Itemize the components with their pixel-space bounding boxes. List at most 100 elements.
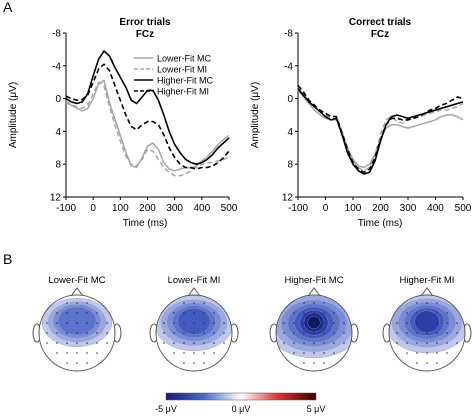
electrode-dot xyxy=(76,362,78,364)
head-nose xyxy=(70,287,84,297)
electrode-dot xyxy=(426,332,428,334)
electrode-dot xyxy=(66,322,68,324)
electrode-dot xyxy=(193,352,195,354)
electrode-dot xyxy=(436,322,438,324)
y-tick-label: 12 xyxy=(50,193,62,204)
electrode-dot xyxy=(106,332,108,334)
y-tick-label: 4 xyxy=(287,127,293,138)
electrode-dot xyxy=(223,342,225,344)
electrode-dot xyxy=(416,312,418,314)
electrode-dot xyxy=(313,362,315,364)
electrode-dot xyxy=(416,362,418,364)
electrode-dot xyxy=(183,312,185,314)
electrode-dot xyxy=(193,362,195,364)
topomap-title: Lower-Fit MI xyxy=(168,275,221,286)
electrode-dot xyxy=(343,332,345,334)
electrode-dot xyxy=(303,342,305,344)
electrode-dot xyxy=(293,332,295,334)
x-axis-label: Time (ms) xyxy=(358,218,403,229)
electrode-dot xyxy=(213,312,215,314)
electrode-dot xyxy=(416,322,418,324)
electrode-dot xyxy=(66,362,68,364)
legend-label: Lower-Fit MC xyxy=(157,54,212,64)
electrode-dot xyxy=(76,352,78,354)
electrode-dot xyxy=(323,342,325,344)
electrode-dot xyxy=(303,332,305,334)
x-tick-label: -100 xyxy=(56,203,76,214)
electrode-dot xyxy=(436,342,438,344)
x-tick-label: -100 xyxy=(288,203,308,214)
electrode-dot xyxy=(426,322,428,324)
electrode-dot xyxy=(416,342,418,344)
topomap-title: Lower-Fit MC xyxy=(48,275,105,286)
y-axis-label: Amplitude (μV) xyxy=(8,82,19,148)
series-line-higher-fit-mi xyxy=(65,63,230,170)
electrode-dot xyxy=(426,342,428,344)
panel-label-a: A xyxy=(3,0,13,15)
x-tick-label: 0 xyxy=(323,203,329,214)
electrode-dot xyxy=(213,352,215,354)
electrode-dot xyxy=(323,362,325,364)
x-axis-label: Time (ms) xyxy=(123,218,168,229)
electrode-dot xyxy=(446,352,448,354)
electrode-dot xyxy=(183,342,185,344)
x-tick-label: 0 xyxy=(90,203,96,214)
electrode-dot xyxy=(213,332,215,334)
electrode-dot xyxy=(183,302,185,304)
electrode-dot xyxy=(313,342,315,344)
head-outline xyxy=(275,294,353,372)
x-tick-label: 100 xyxy=(345,203,362,214)
electrode-dot xyxy=(456,322,458,324)
topomap-row: Lower-Fit MC Lower-Fit MI Higher-Fit MC Hig… xyxy=(32,275,472,372)
y-axis-label: Amplitude (μV) xyxy=(250,82,261,148)
x-tick-label: 400 xyxy=(427,203,444,214)
electrode-dot xyxy=(293,352,295,354)
electrode-dot xyxy=(86,352,88,354)
x-tick-label: 200 xyxy=(139,203,156,214)
electrode-dot xyxy=(436,352,438,354)
electrode-dot xyxy=(396,322,398,324)
electrode-dot xyxy=(333,312,335,314)
electrode-dot xyxy=(163,342,165,344)
y-tick-label: 4 xyxy=(55,127,61,138)
head-outline xyxy=(155,294,233,372)
electrode-dot xyxy=(223,322,225,324)
electrode-dot xyxy=(436,312,438,314)
topomap: Higher-Fit MI xyxy=(382,275,472,372)
electrode-dot xyxy=(436,362,438,364)
x-tick-label: 300 xyxy=(400,203,417,214)
electrode-dot xyxy=(323,312,325,314)
electrode-dot xyxy=(223,332,225,334)
electrode-dot xyxy=(416,332,418,334)
electrode-dot xyxy=(426,362,428,364)
series-line-lower-fit-mi xyxy=(65,81,230,177)
electrode-dot xyxy=(203,352,205,354)
x-tick-label: 100 xyxy=(112,203,129,214)
contour-band xyxy=(414,310,440,333)
electrode-dot xyxy=(76,312,78,314)
x-tick-label: 500 xyxy=(221,203,238,214)
electrode-dot xyxy=(86,312,88,314)
electrode-dot xyxy=(323,302,325,304)
electrode-dot xyxy=(56,342,58,344)
electrode-dot xyxy=(426,302,428,304)
head-outline xyxy=(38,294,116,372)
topomap-field xyxy=(39,295,115,371)
topomap-title: Higher-Fit MC xyxy=(284,275,343,286)
topomap-field xyxy=(389,295,465,371)
topomap: Lower-Fit MI xyxy=(149,275,239,372)
electrode-dot xyxy=(333,322,335,324)
electrode-dot xyxy=(56,352,58,354)
electrode-dot xyxy=(436,302,438,304)
electrode-dot xyxy=(416,352,418,354)
electrode-dot xyxy=(406,322,408,324)
head-nose xyxy=(307,287,321,297)
y-tick-label: 12 xyxy=(282,193,294,204)
series-line-higher-fit-mi xyxy=(297,84,464,174)
electrode-dot xyxy=(193,332,195,334)
colorbar-gradient xyxy=(165,392,317,401)
electrode-dot xyxy=(283,342,285,344)
electrode-dot xyxy=(313,302,315,304)
y-tick-label: 0 xyxy=(287,94,293,105)
electrode-dot xyxy=(86,302,88,304)
